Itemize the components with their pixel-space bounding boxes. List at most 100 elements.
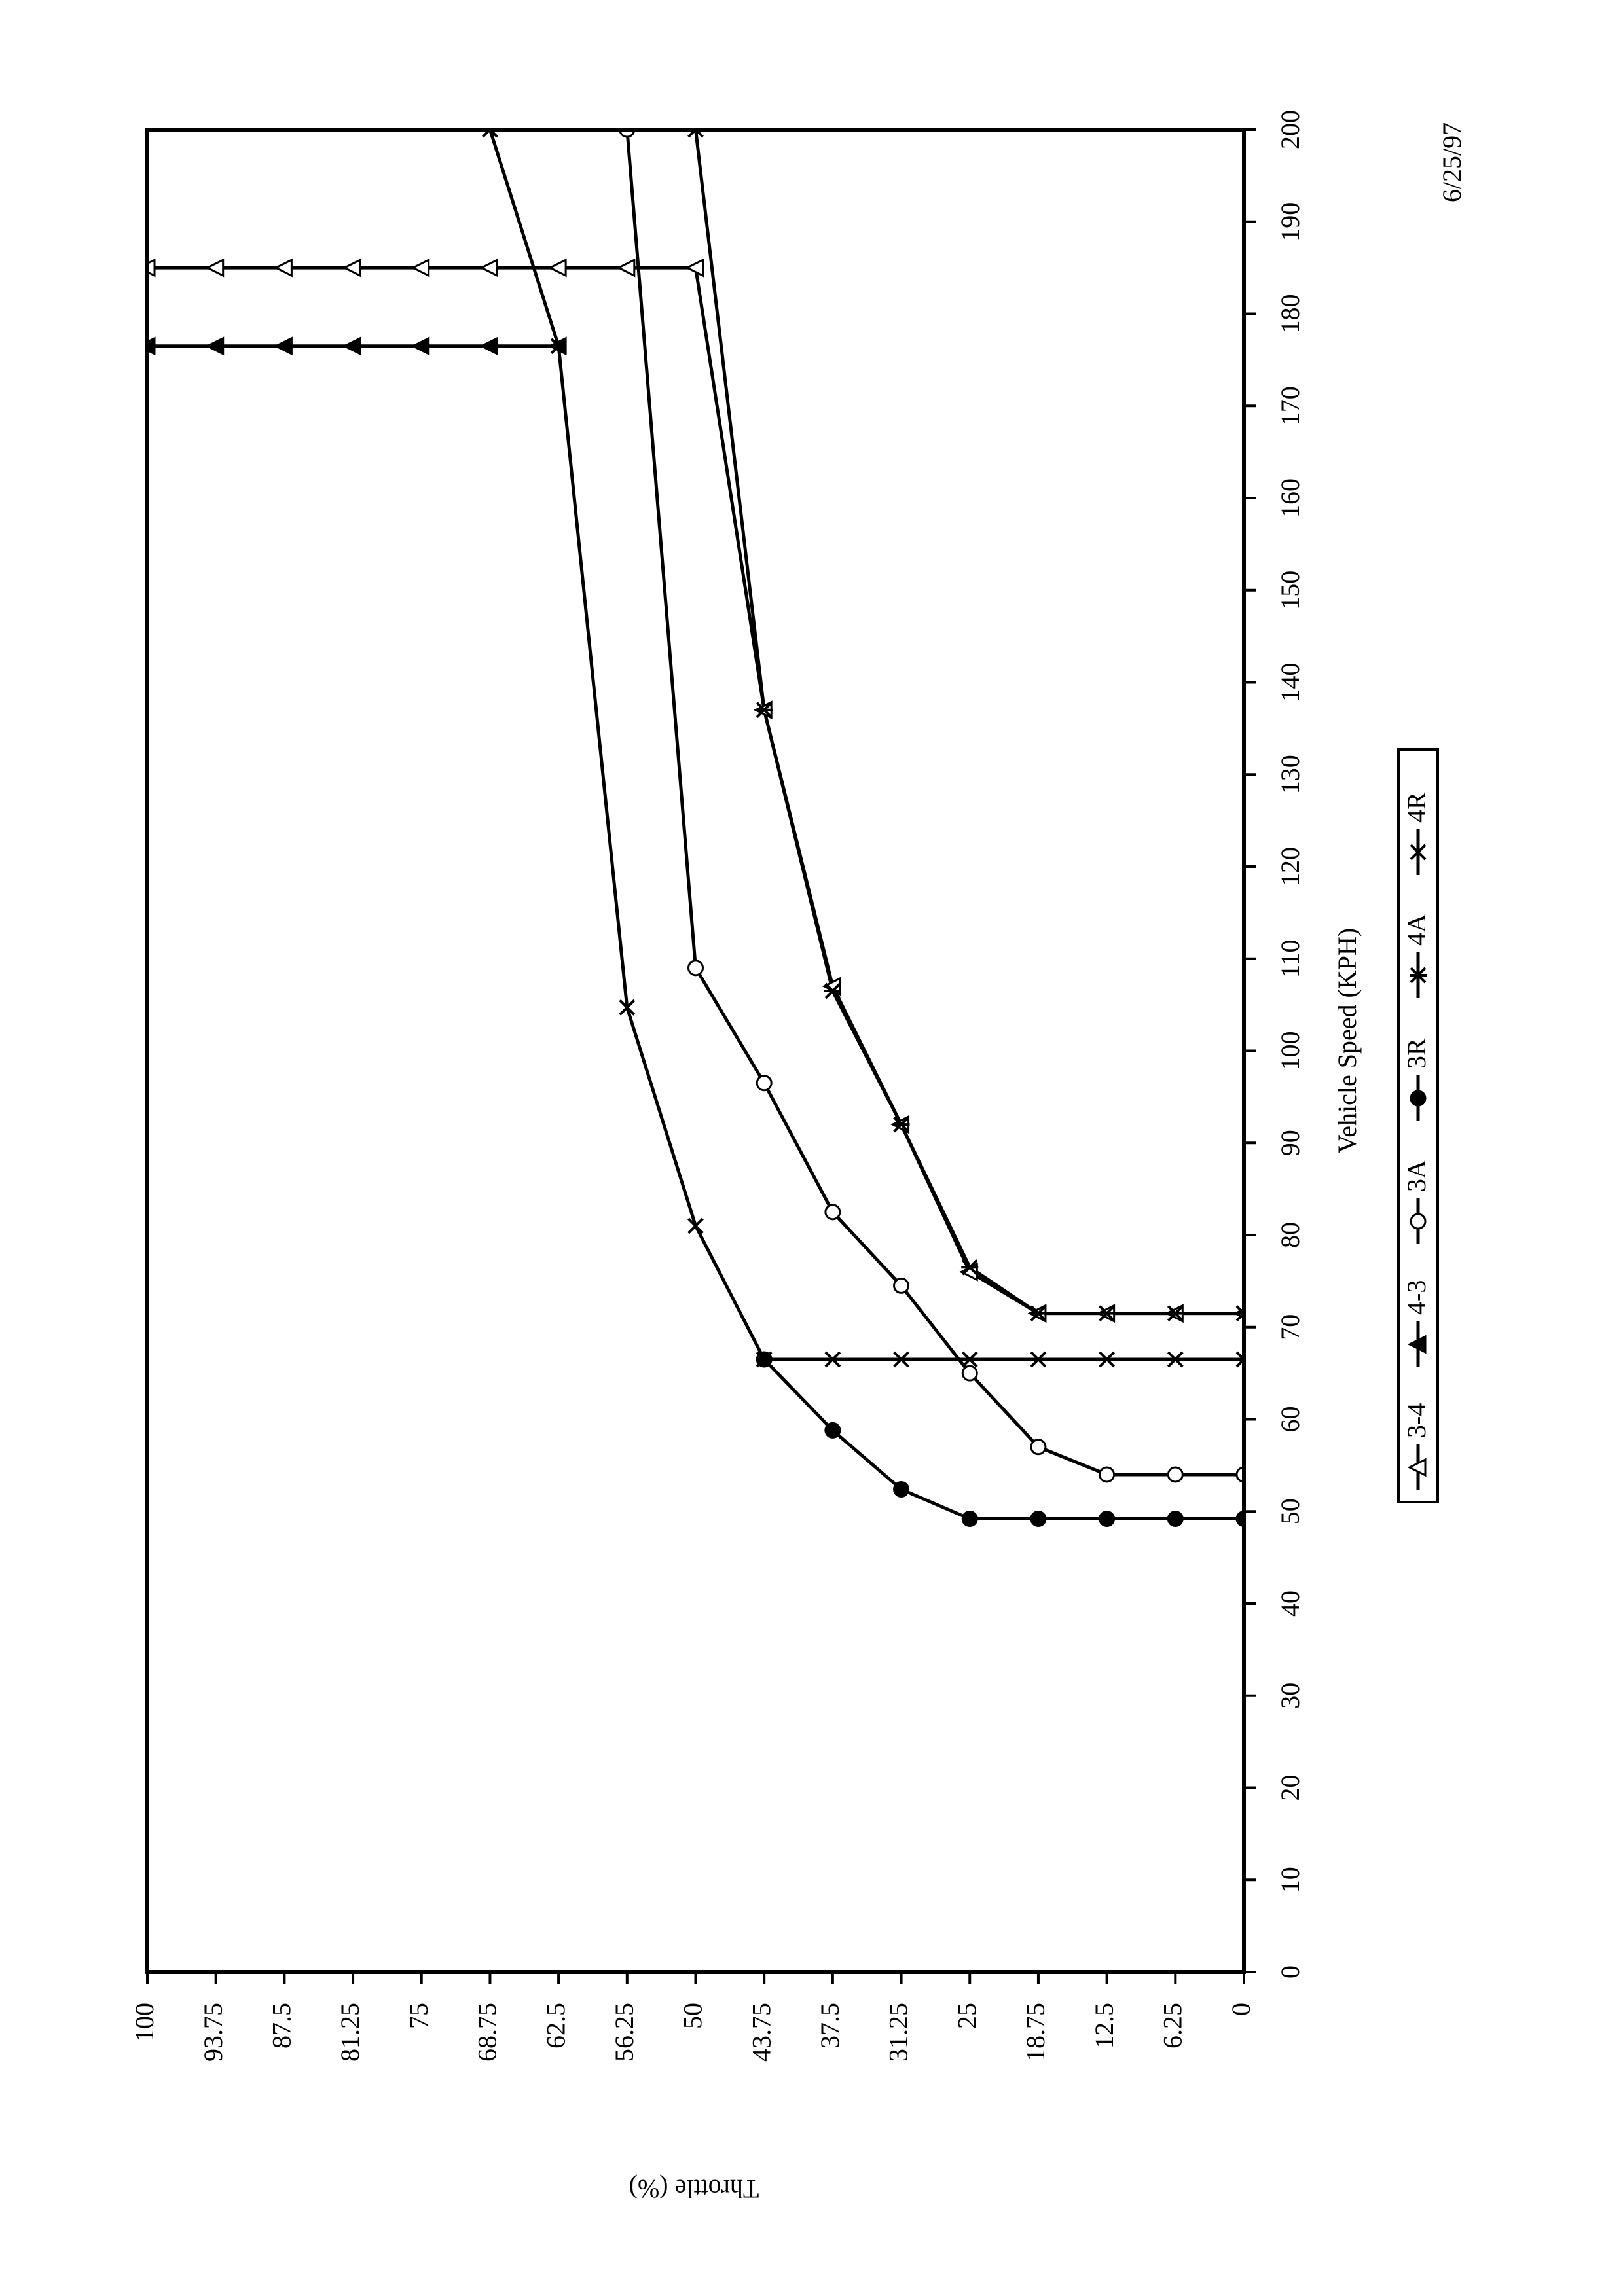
triangle-marker — [1407, 1458, 1427, 1477]
x-tick-label: 180 — [1275, 295, 1305, 334]
y-tick-label: 6.25 — [1158, 2003, 1187, 2049]
x-tick-label: 50 — [1275, 1498, 1305, 1524]
y-tick-label: 12.5 — [1089, 2003, 1119, 2049]
circle-marker — [1167, 1466, 1184, 1483]
legend-label: 3-4 — [1402, 1403, 1431, 1438]
x-tick-label: 30 — [1275, 1683, 1305, 1709]
x-tick-label: 100 — [1275, 1031, 1305, 1071]
x-tick-label: 20 — [1275, 1775, 1305, 1801]
series-line — [625, 130, 1244, 1477]
x-marker — [1030, 1351, 1047, 1368]
y-tick-label: 81.25 — [335, 2003, 365, 2062]
asterisk-marker — [824, 982, 841, 999]
x-marker — [619, 999, 636, 1016]
y-tick-label: 75 — [404, 2003, 433, 2029]
x-tick-label: 10 — [1275, 1867, 1305, 1893]
circle-marker — [619, 130, 636, 138]
x-tick-label: 80 — [1275, 1222, 1305, 1248]
y-tick-label: 18.75 — [1021, 2003, 1050, 2062]
asterisk-marker — [756, 702, 773, 719]
x-marker — [756, 1351, 773, 1368]
x-tick-label: 110 — [1275, 939, 1305, 978]
triangle-marker — [479, 258, 498, 278]
plot-area — [147, 130, 1244, 1528]
triangle-marker — [147, 336, 156, 356]
circle-marker — [756, 1075, 773, 1092]
x-tick-label: 120 — [1275, 847, 1305, 886]
y-tick-label: 68.75 — [473, 2003, 502, 2062]
y-tick-label: 37.5 — [815, 2003, 845, 2049]
circle-marker — [1410, 1213, 1427, 1230]
x-marker — [482, 130, 498, 138]
triangle-marker — [274, 258, 293, 278]
x-marker — [550, 338, 567, 355]
triangle-marker — [685, 258, 704, 278]
x-tick-label: 40 — [1275, 1590, 1305, 1617]
triangle-marker — [616, 258, 636, 278]
circle-marker — [961, 1365, 978, 1382]
asterisk-marker — [1167, 1305, 1184, 1322]
y-tick-label: 50 — [678, 2003, 708, 2029]
x-tick-label: 200 — [1275, 110, 1305, 149]
y-tick-label: 87.5 — [267, 2003, 297, 2049]
circle-marker — [893, 1277, 910, 1294]
asterisk-marker — [892, 1116, 910, 1133]
circle-marker — [1235, 1511, 1244, 1528]
legend-label: 3A — [1402, 1160, 1431, 1192]
legend-label: 4-3 — [1402, 1280, 1431, 1315]
x-marker — [1167, 1351, 1184, 1368]
legend: 3-4 4-3 3A 3R 4A 4R — [1397, 748, 1439, 1503]
circle-marker — [824, 1422, 841, 1439]
y-tick-label: 93.75 — [198, 2003, 228, 2062]
x-tick-label: 0 — [1275, 1965, 1305, 1979]
x-marker — [1410, 844, 1427, 861]
y-tick-label: 100 — [130, 2003, 159, 2042]
legend-label: 4A — [1402, 914, 1431, 946]
asterisk-marker — [961, 1259, 979, 1276]
y-axis-title: Throttle (%) — [629, 2174, 759, 2204]
legend-label: 4R — [1402, 792, 1431, 823]
legend-label: 3R — [1402, 1038, 1431, 1069]
triangle-marker — [547, 258, 567, 278]
x-marker — [824, 1351, 841, 1368]
legend-box — [1397, 748, 1439, 1503]
asterisk-marker — [1029, 1305, 1047, 1322]
circle-marker — [893, 1480, 910, 1498]
circle-marker — [1030, 1511, 1047, 1528]
triangle-marker — [342, 336, 361, 356]
x-axis-title: Vehicle Speed (KPH) — [1332, 928, 1362, 1153]
circle-marker — [961, 1511, 978, 1528]
asterisk-marker — [1410, 967, 1427, 984]
x-marker — [893, 1351, 909, 1368]
series-line — [488, 130, 1244, 1361]
triangle-marker — [274, 336, 293, 356]
date-annotation: 6/25/97 — [1437, 122, 1467, 202]
triangle-marker — [205, 336, 225, 356]
x-marker — [687, 1217, 704, 1234]
circle-marker — [1099, 1466, 1116, 1483]
circle-marker — [1167, 1511, 1184, 1528]
circle-marker — [687, 960, 704, 977]
asterisk-marker — [1235, 1305, 1244, 1322]
triangle-marker — [479, 336, 498, 356]
series-line — [763, 1358, 1244, 1521]
x-marker — [961, 1351, 978, 1368]
x-tick-label: 140 — [1275, 663, 1305, 702]
circle-marker — [824, 1204, 841, 1221]
x-tick-label: 130 — [1275, 755, 1305, 794]
y-tick-label: 62.5 — [541, 2003, 570, 2049]
x-marker — [1099, 1351, 1116, 1368]
y-tick-label: 25 — [952, 2003, 981, 2029]
triangle-marker — [342, 258, 361, 278]
y-tick-label: 0 — [1226, 2003, 1256, 2016]
plot-frame — [145, 128, 1246, 1974]
x-marker — [1235, 1351, 1244, 1368]
triangle-marker — [205, 258, 225, 278]
y-tick-label: 31.25 — [884, 2003, 913, 2062]
x-tick-label: 190 — [1275, 202, 1305, 242]
x-tick-label: 160 — [1275, 478, 1305, 518]
y-tick-label: 56.25 — [610, 2003, 639, 2062]
circle-marker — [1235, 1466, 1244, 1483]
